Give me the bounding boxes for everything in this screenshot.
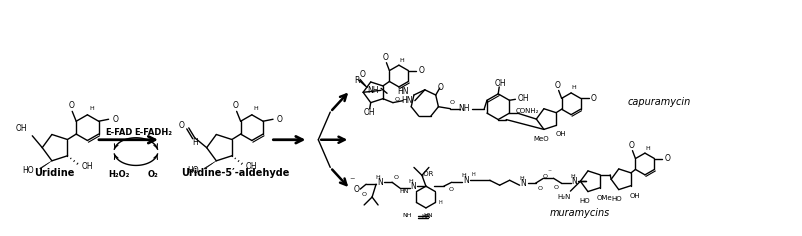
Text: O: O (554, 81, 560, 90)
Text: HO: HO (579, 198, 589, 204)
Text: HO: HO (610, 197, 622, 202)
Text: O: O (68, 101, 74, 110)
Text: H: H (519, 176, 524, 181)
Text: O: O (179, 121, 184, 131)
Text: O₂: O₂ (148, 170, 158, 179)
Text: O: O (542, 174, 547, 179)
Text: HO: HO (187, 166, 198, 175)
Text: CONH₂: CONH₂ (515, 108, 538, 114)
Text: NH: NH (458, 104, 469, 113)
Text: O: O (382, 53, 388, 62)
Text: NH: NH (367, 86, 379, 95)
Text: HN: HN (399, 189, 408, 194)
Text: Uridine-5′-aldehyde: Uridine-5′-aldehyde (181, 168, 290, 178)
Text: O: O (358, 70, 365, 79)
Text: OH: OH (629, 193, 639, 198)
Text: O: O (590, 94, 596, 103)
Text: H: H (375, 175, 380, 180)
Text: O: O (448, 187, 453, 192)
Text: H: H (399, 58, 403, 63)
Text: HN: HN (423, 213, 432, 218)
Text: H₂N: H₂N (557, 194, 570, 200)
Text: ⁻: ⁻ (349, 176, 354, 186)
Text: O: O (277, 115, 282, 124)
Text: O: O (628, 141, 634, 150)
Text: H: H (89, 106, 94, 111)
Text: R: R (354, 76, 359, 85)
Text: OH: OH (494, 80, 505, 88)
Text: NH: NH (402, 213, 411, 218)
Text: O: O (361, 192, 367, 197)
Text: N: N (571, 177, 577, 186)
Text: H: H (438, 200, 442, 205)
Text: H: H (408, 179, 413, 184)
Text: N: N (410, 182, 415, 191)
Text: N: N (520, 179, 526, 188)
Text: ⁻: ⁻ (547, 167, 551, 176)
Text: OH: OH (16, 124, 27, 133)
Text: Uridine: Uridine (34, 168, 75, 178)
Text: H: H (571, 85, 576, 90)
Text: HN: HN (397, 87, 408, 96)
Text: HN: HN (401, 96, 412, 105)
Text: O: O (112, 115, 119, 124)
Text: capuramycin: capuramycin (626, 97, 690, 107)
Text: OH: OH (555, 131, 565, 137)
Text: H: H (645, 146, 650, 151)
Text: O: O (537, 186, 542, 191)
Text: O: O (394, 97, 399, 102)
Text: N: N (462, 176, 468, 185)
Text: O: O (233, 101, 238, 110)
Text: HN: HN (420, 214, 430, 219)
Text: muramycins: muramycins (549, 208, 609, 218)
Text: OH: OH (245, 162, 257, 171)
Text: OH: OH (363, 108, 375, 117)
Text: N: N (377, 178, 383, 187)
Text: ,OR: ,OR (421, 171, 434, 177)
Text: O: O (663, 154, 670, 163)
Text: MeO: MeO (533, 136, 548, 142)
Text: H: H (253, 106, 258, 111)
Polygon shape (204, 161, 216, 169)
Text: O: O (553, 185, 558, 190)
Text: H: H (192, 138, 197, 147)
Text: O: O (353, 185, 358, 194)
Text: O: O (449, 100, 454, 105)
Text: H: H (569, 174, 574, 179)
Text: H₂O₂: H₂O₂ (108, 170, 129, 179)
Text: E-FAD: E-FAD (105, 128, 132, 137)
Text: H: H (472, 172, 475, 177)
Text: E-FADH₂: E-FADH₂ (134, 128, 172, 137)
Text: OH: OH (81, 162, 93, 171)
Text: OMe: OMe (596, 194, 611, 201)
Text: OH: OH (516, 94, 529, 103)
Text: O: O (418, 66, 423, 75)
Text: H: H (461, 173, 466, 178)
Polygon shape (39, 161, 52, 169)
Text: HO: HO (22, 166, 34, 175)
Text: O: O (393, 175, 398, 180)
Text: O: O (437, 83, 443, 92)
